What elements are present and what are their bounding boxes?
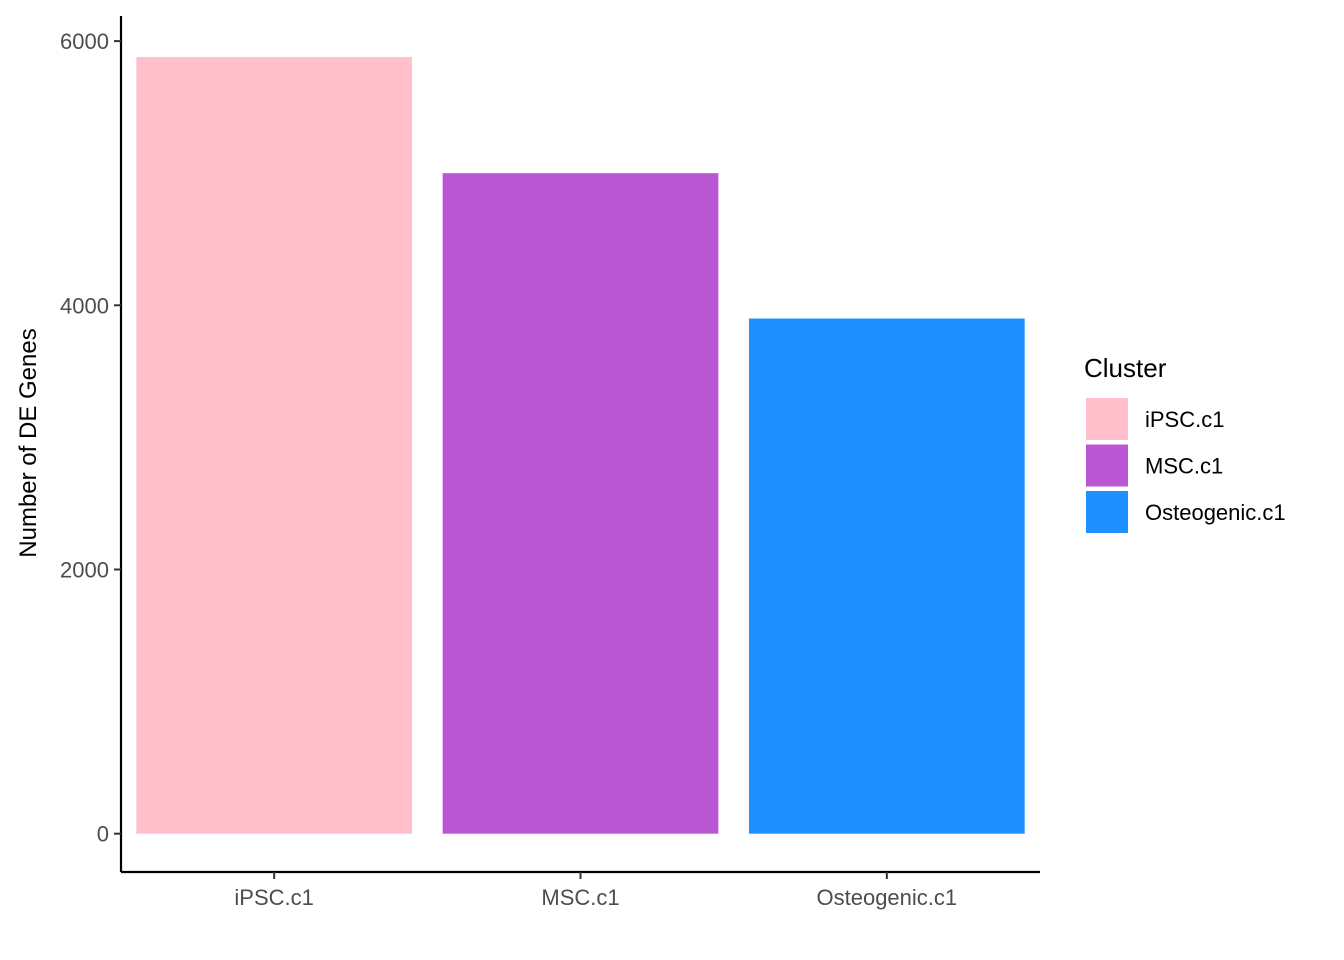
x-tick-label: iPSC.c1 [234,885,313,910]
y-tick-label: 4000 [60,293,109,318]
legend-title: Cluster [1084,353,1167,383]
legend-label: iPSC.c1 [1145,407,1224,432]
legend-swatch [1086,491,1128,533]
x-axis: iPSC.c1 MSC.c1 Osteogenic.c1 [121,870,1040,910]
legend: Cluster iPSC.c1 MSC.c1 Osteogenic.c1 [1084,353,1286,533]
bar-ipsc-c1 [136,56,413,834]
x-tick-label: Osteogenic.c1 [817,885,958,910]
x-tick-label: MSC.c1 [541,885,619,910]
y-tick-label: 0 [97,822,109,847]
legend-label: Osteogenic.c1 [1145,500,1286,525]
y-axis: 0 2000 4000 6000 [60,16,123,872]
y-tick-label: 2000 [60,557,109,582]
bars-group [136,56,1025,834]
legend-label: MSC.c1 [1145,454,1223,479]
bar-msc-c1 [442,173,719,834]
bar-osteogenic-c1 [748,318,1025,834]
legend-swatch [1086,444,1128,487]
legend-swatch [1086,398,1128,440]
legend-items: iPSC.c1 MSC.c1 Osteogenic.c1 [1086,398,1286,533]
y-tick-label: 6000 [60,29,109,54]
y-axis-title: Number of DE Genes [15,328,42,557]
